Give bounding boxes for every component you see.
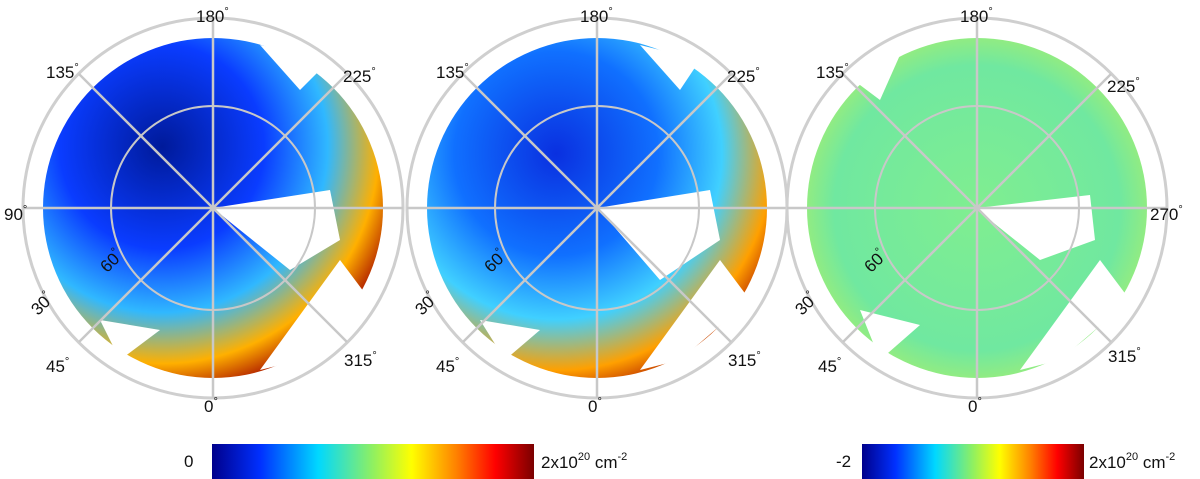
colorbar-gradient — [212, 444, 534, 479]
label-0: 0° — [588, 396, 602, 416]
label-225: 225° — [1107, 76, 1140, 96]
label-135: 135° — [46, 62, 79, 82]
polar-map-right: 180° 225° 135° 270° 30° 45° 0° 315° 60° — [785, 6, 1183, 416]
label-45: 45° — [46, 356, 69, 376]
colorbar-min-label: 0 — [184, 452, 193, 471]
label-45: 45° — [436, 356, 459, 376]
colorbar-max-label: 2x1020 cm-2 — [541, 451, 627, 472]
label-90: 90° — [4, 204, 27, 224]
label-180: 180° — [960, 6, 993, 26]
colorbar-max-label: 2x1020 cm-2 — [1089, 451, 1175, 472]
label-315: 315° — [728, 350, 761, 370]
label-180: 180° — [196, 6, 229, 26]
label-270: 270° — [1150, 204, 1183, 224]
spokes — [23, 18, 403, 398]
colorbar-min-label: -2 — [836, 452, 851, 471]
colorbar-gradient — [862, 444, 1084, 479]
colorbar-difference: -2 2x1020 cm-2 — [836, 444, 1175, 479]
label-315: 315° — [1108, 346, 1141, 366]
polar-map-left: 180° 225° 135° 90° 30° 45° 0° 315° 60° — [4, 6, 405, 416]
label-45: 45° — [818, 356, 841, 376]
label-225: 225° — [343, 66, 376, 86]
label-30: 30° — [411, 288, 442, 319]
label-135: 135° — [436, 62, 469, 82]
spokes — [407, 18, 787, 398]
label-135: 135° — [816, 62, 849, 82]
label-0: 0° — [968, 396, 982, 416]
label-315: 315° — [344, 350, 377, 370]
label-30: 30° — [27, 288, 58, 319]
label-225: 225° — [727, 66, 760, 86]
label-180: 180° — [580, 6, 613, 26]
label-30: 30° — [791, 288, 822, 319]
label-0: 0° — [204, 396, 218, 416]
spokes — [787, 18, 1167, 398]
polar-map-middle: 180° 225° 135° 30° 45° 0° 315° 60° — [405, 6, 789, 416]
colorbar-column-density: 0 2x1020 cm-2 — [184, 444, 627, 479]
